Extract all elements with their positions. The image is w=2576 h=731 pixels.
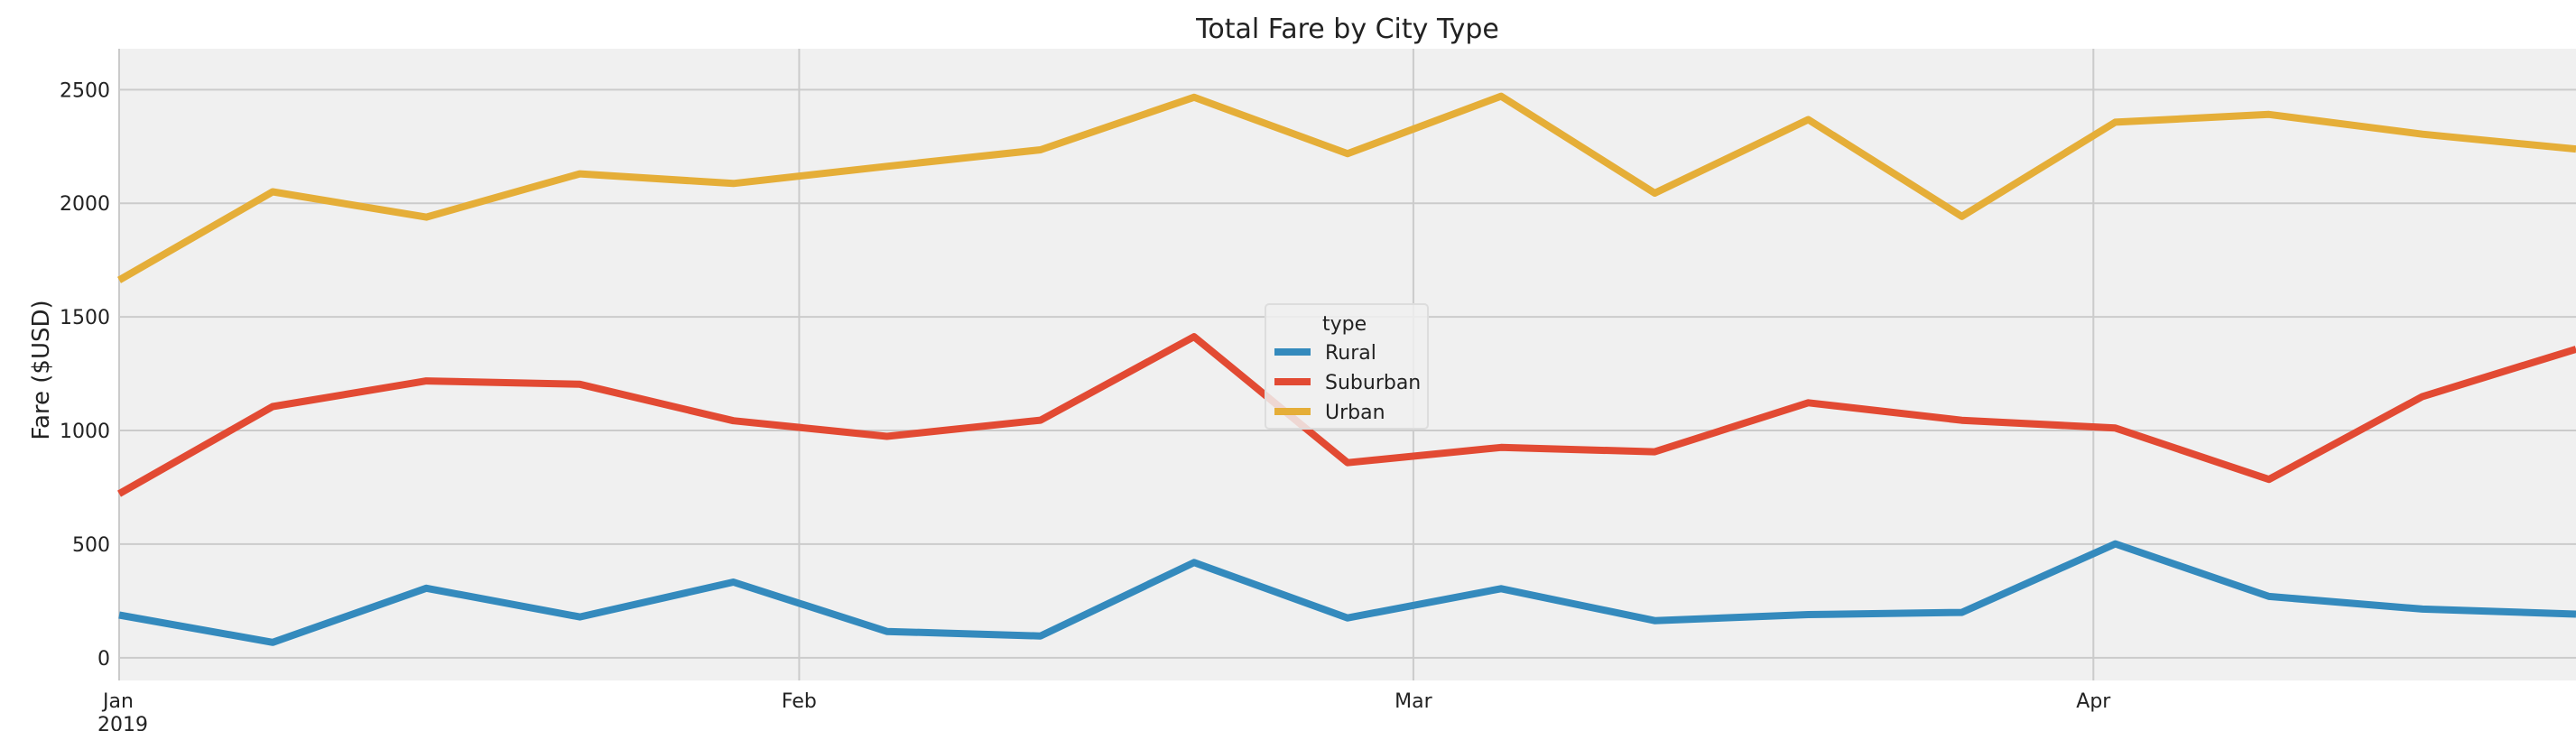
x-tick-label: Feb (782, 690, 817, 713)
y-tick-label: 1500 (60, 307, 110, 329)
legend-box (1265, 303, 1429, 430)
x-tick-sublabel: 2019 (97, 714, 148, 731)
x-tick-label: Apr (2076, 690, 2111, 713)
grid (118, 49, 2576, 680)
y-axis-label: Fare ($USD) (28, 300, 55, 440)
legend-label-rural: Rural (1325, 342, 1376, 365)
y-tick-label: 500 (72, 534, 110, 557)
legend: type Rural Suburban Urban (1265, 303, 1429, 430)
legend-label-urban: Urban (1325, 402, 1385, 424)
legend-label-suburban: Suburban (1325, 372, 1421, 394)
legend-title: type (1322, 313, 1367, 336)
chart-title: Total Fare by City Type (1195, 14, 1499, 45)
y-axis: 0 500 1000 1500 2000 2500 (60, 79, 110, 670)
y-tick-label: 2000 (60, 193, 110, 216)
y-tick-label: 2500 (60, 79, 110, 102)
y-tick-label: 1000 (60, 421, 110, 443)
y-tick-label: 0 (97, 648, 110, 671)
series-line-urban (117, 92, 2576, 283)
series-layer (117, 92, 2576, 646)
series-line-rural (118, 540, 2576, 646)
series-line-suburban (117, 333, 2576, 497)
x-tick-label: Jan (101, 690, 134, 713)
x-tick-label: Mar (1395, 690, 1432, 713)
